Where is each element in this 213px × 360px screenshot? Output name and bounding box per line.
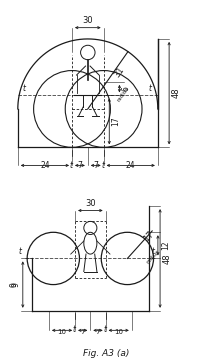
Text: $\mathit{t}$: $\mathit{t}$ bbox=[103, 323, 108, 334]
Text: 17: 17 bbox=[142, 230, 156, 244]
Text: Fig. A3 (a): Fig. A3 (a) bbox=[83, 349, 130, 358]
Text: $\mathit{t}$: $\mathit{t}$ bbox=[69, 159, 75, 170]
Text: 31: 31 bbox=[112, 65, 126, 79]
Text: 9: 9 bbox=[12, 282, 21, 287]
Text: $\mathit{t}$: $\mathit{t}$ bbox=[148, 82, 154, 93]
Text: $\mathit{t}$: $\mathit{t}$ bbox=[22, 82, 27, 93]
Text: $\mathit{t}$: $\mathit{t}$ bbox=[72, 323, 78, 334]
Text: $\mathit{t}$: $\mathit{t}$ bbox=[18, 245, 23, 256]
Text: $\mathit{t}$: $\mathit{t}$ bbox=[151, 245, 156, 256]
Text: 7: 7 bbox=[96, 329, 100, 335]
Text: 9: 9 bbox=[9, 282, 19, 287]
Text: 7: 7 bbox=[81, 329, 85, 335]
Text: 48: 48 bbox=[171, 88, 180, 98]
Text: 30: 30 bbox=[85, 199, 96, 208]
Text: 10: 10 bbox=[114, 329, 123, 335]
Text: radius: radius bbox=[145, 249, 160, 265]
Text: 30: 30 bbox=[82, 17, 93, 26]
Text: 48: 48 bbox=[162, 253, 171, 264]
Text: $\mathit{t}$: $\mathit{t}$ bbox=[101, 159, 106, 170]
Text: radius: radius bbox=[116, 86, 130, 103]
Text: 10: 10 bbox=[58, 329, 66, 335]
Text: 6: 6 bbox=[122, 86, 131, 91]
Text: 17: 17 bbox=[112, 117, 121, 126]
Text: 12: 12 bbox=[161, 240, 170, 250]
Text: 7: 7 bbox=[93, 161, 98, 170]
Text: 24: 24 bbox=[126, 161, 135, 170]
Text: 24: 24 bbox=[40, 161, 50, 170]
Text: 7: 7 bbox=[78, 161, 82, 170]
